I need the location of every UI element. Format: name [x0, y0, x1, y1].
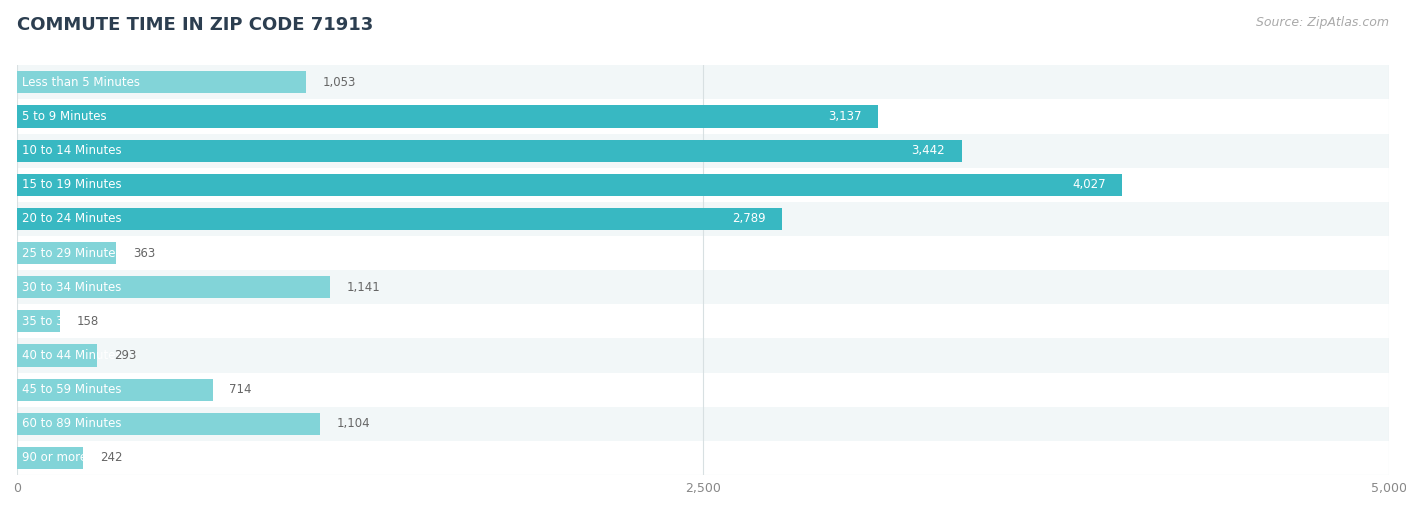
Text: Less than 5 Minutes: Less than 5 Minutes [22, 76, 139, 89]
Bar [17, 413, 321, 435]
Text: 1,104: 1,104 [336, 417, 370, 430]
Bar [17, 373, 1389, 407]
Text: 20 to 24 Minutes: 20 to 24 Minutes [22, 212, 121, 226]
Bar [17, 236, 1389, 270]
Text: 4,027: 4,027 [1071, 179, 1105, 191]
Bar [17, 105, 877, 127]
Text: 3,442: 3,442 [911, 144, 945, 157]
Bar [17, 71, 307, 93]
Text: 60 to 89 Minutes: 60 to 89 Minutes [22, 417, 121, 430]
Bar [17, 276, 330, 298]
Bar [17, 174, 1122, 196]
Text: COMMUTE TIME IN ZIP CODE 71913: COMMUTE TIME IN ZIP CODE 71913 [17, 16, 373, 33]
Bar [17, 134, 1389, 168]
Text: 15 to 19 Minutes: 15 to 19 Minutes [22, 179, 121, 191]
Text: 90 or more Minutes: 90 or more Minutes [22, 452, 138, 465]
Bar [17, 270, 1389, 304]
Bar [17, 242, 117, 264]
Text: 1,053: 1,053 [322, 76, 356, 89]
Text: 363: 363 [134, 246, 155, 259]
Bar [17, 208, 782, 230]
Text: 10 to 14 Minutes: 10 to 14 Minutes [22, 144, 121, 157]
Text: 25 to 29 Minutes: 25 to 29 Minutes [22, 246, 121, 259]
Bar [17, 65, 1389, 99]
Bar [17, 168, 1389, 202]
Bar [17, 99, 1389, 134]
Text: 158: 158 [77, 315, 98, 328]
Bar [17, 310, 60, 333]
Bar [17, 447, 83, 469]
Text: 35 to 39 Minutes: 35 to 39 Minutes [22, 315, 121, 328]
Bar [17, 407, 1389, 441]
Text: 40 to 44 Minutes: 40 to 44 Minutes [22, 349, 121, 362]
Text: 2,789: 2,789 [733, 212, 766, 226]
Text: 293: 293 [114, 349, 136, 362]
Text: 242: 242 [100, 452, 122, 465]
Text: 1,141: 1,141 [346, 281, 380, 294]
Text: 5 to 9 Minutes: 5 to 9 Minutes [22, 110, 107, 123]
Bar [17, 338, 1389, 373]
Text: Source: ZipAtlas.com: Source: ZipAtlas.com [1256, 16, 1389, 29]
Bar [17, 441, 1389, 475]
Bar [17, 139, 962, 162]
Bar [17, 345, 97, 366]
Text: 30 to 34 Minutes: 30 to 34 Minutes [22, 281, 121, 294]
Bar [17, 202, 1389, 236]
Text: 45 to 59 Minutes: 45 to 59 Minutes [22, 383, 121, 396]
Bar [17, 378, 212, 401]
Text: 3,137: 3,137 [828, 110, 862, 123]
Text: 714: 714 [229, 383, 252, 396]
Bar [17, 304, 1389, 338]
